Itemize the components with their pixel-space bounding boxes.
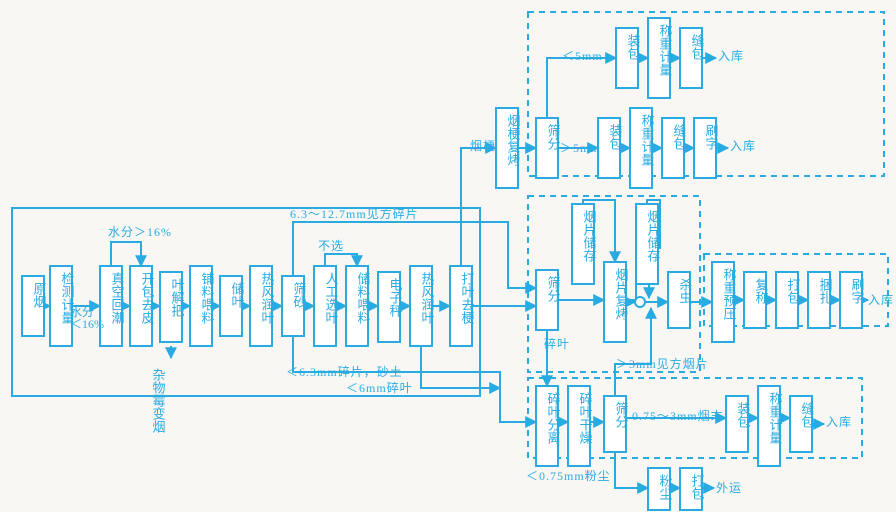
node-label-杀虫: 杀虫 bbox=[678, 278, 693, 305]
node-label-筛分1: 筛分 bbox=[546, 124, 561, 151]
node-label-称重预压: 称重预压 bbox=[722, 268, 737, 320]
node-label-刷字a: 刷字 bbox=[704, 124, 719, 150]
label-075_3: 0.75～3mm烟末 bbox=[632, 409, 724, 423]
label-入库2: 入库 bbox=[730, 138, 756, 153]
arrow-lt63ln bbox=[293, 336, 536, 422]
node-label-筛分2: 筛分 bbox=[546, 276, 561, 303]
node-label-真空回潮: 真空回潮 bbox=[110, 272, 125, 324]
node-label-称重计量b: 称重计量 bbox=[658, 24, 673, 76]
node-label-铺料喂料: 铺料喂料 bbox=[200, 272, 215, 324]
label-不选: 不选 bbox=[318, 239, 344, 253]
node-label-粉尘: 粉尘 bbox=[658, 474, 673, 500]
label-入库4: 入库 bbox=[826, 414, 852, 429]
node-label-筛砂: 筛砂 bbox=[292, 282, 307, 308]
label-烟梗: 烟梗 bbox=[470, 138, 496, 153]
node-label-装包a: 装包 bbox=[608, 124, 623, 150]
label-外运: 外运 bbox=[716, 481, 742, 495]
node-label-缝包b: 缝包 bbox=[690, 34, 705, 60]
label-入库1: 入库 bbox=[718, 48, 744, 63]
label-lt5mm: ＜5mm bbox=[562, 49, 603, 63]
node-label-开包去皮: 开包去皮 bbox=[140, 272, 155, 324]
node-label-烟片复烤: 烟片复烤 bbox=[614, 268, 629, 320]
join-circle bbox=[635, 297, 645, 307]
flowchart: 原烟检测计量真空回潮开包去皮叶解把铺料喂料储叶热风润叶筛砂人工选叶储料喂料电子秤… bbox=[0, 0, 896, 512]
label-碎叶: 碎叶 bbox=[544, 336, 570, 351]
node-label-缝包c: 缝包 bbox=[800, 402, 815, 428]
node-label-烟片储存2: 烟片储存 bbox=[646, 210, 661, 262]
node-label-碎叶干燥: 碎叶干燥 bbox=[578, 392, 593, 444]
node-label-储料喂料: 储料喂料 bbox=[356, 272, 371, 324]
label-lt63: ＜6.3mm碎片，砂土 bbox=[286, 364, 403, 379]
node-label-电子秤: 电子秤 bbox=[388, 278, 403, 317]
node-label-叶解把: 叶解把 bbox=[170, 278, 185, 317]
node-label-打包r: 打包 bbox=[786, 278, 801, 304]
node-label-称重计量c: 称重计量 bbox=[768, 392, 783, 444]
node-label-筛分3: 筛分 bbox=[614, 402, 629, 429]
node-label-称重计量a: 称重计量 bbox=[640, 114, 655, 166]
label-水分小于16-1: ＜16% bbox=[70, 317, 104, 331]
node-label-烟梗复烤: 烟梗复烤 bbox=[506, 114, 521, 166]
label-gt3mm: ＞3mm见方烟片 bbox=[616, 356, 709, 371]
node-label-储叶: 储叶 bbox=[230, 282, 245, 308]
node-label-烟片储存1: 烟片储存 bbox=[582, 210, 597, 262]
label-lt6: ＜6mm碎叶 bbox=[346, 380, 413, 395]
label-水分大于16: 水分＞16% bbox=[108, 225, 172, 239]
node-label-打包d: 打包 bbox=[690, 474, 705, 500]
label-lt075: ＜0.75mm粉尘 bbox=[526, 469, 611, 483]
label-gt5mm: ＞5mm bbox=[560, 141, 601, 155]
arrow-不选ln bbox=[325, 254, 357, 266]
node-label-原烟: 原烟 bbox=[32, 282, 47, 308]
node-label-装包b: 装包 bbox=[626, 34, 641, 60]
node-label-热风润叶: 热风润叶 bbox=[260, 272, 275, 324]
node-label-人工选叶: 人工选叶 bbox=[324, 272, 339, 324]
node-label-打叶去梗: 打叶去梗 bbox=[460, 272, 475, 324]
arrow-筛5小 bbox=[547, 58, 616, 118]
node-label-热风润叶2: 热风润叶 bbox=[420, 272, 435, 324]
node-label-复称: 复称 bbox=[754, 278, 769, 304]
node-label-刷字r: 刷字 bbox=[850, 278, 865, 304]
node-label-捆扎: 捆扎 bbox=[818, 278, 833, 304]
node-label-装包c: 装包 bbox=[736, 402, 751, 428]
arrow-lt6ln bbox=[421, 346, 500, 388]
node-label-碎叶分离: 碎叶分离 bbox=[546, 392, 561, 444]
arrow-水分上 bbox=[111, 242, 141, 266]
label-size63127: 6.3～12.7mm见方碎片 bbox=[290, 206, 419, 221]
node-label-缝包a: 缝包 bbox=[672, 124, 687, 150]
label-入库3: 入库 bbox=[868, 292, 894, 307]
label-杂物霉变烟: 杂物霉变烟 bbox=[151, 368, 166, 433]
